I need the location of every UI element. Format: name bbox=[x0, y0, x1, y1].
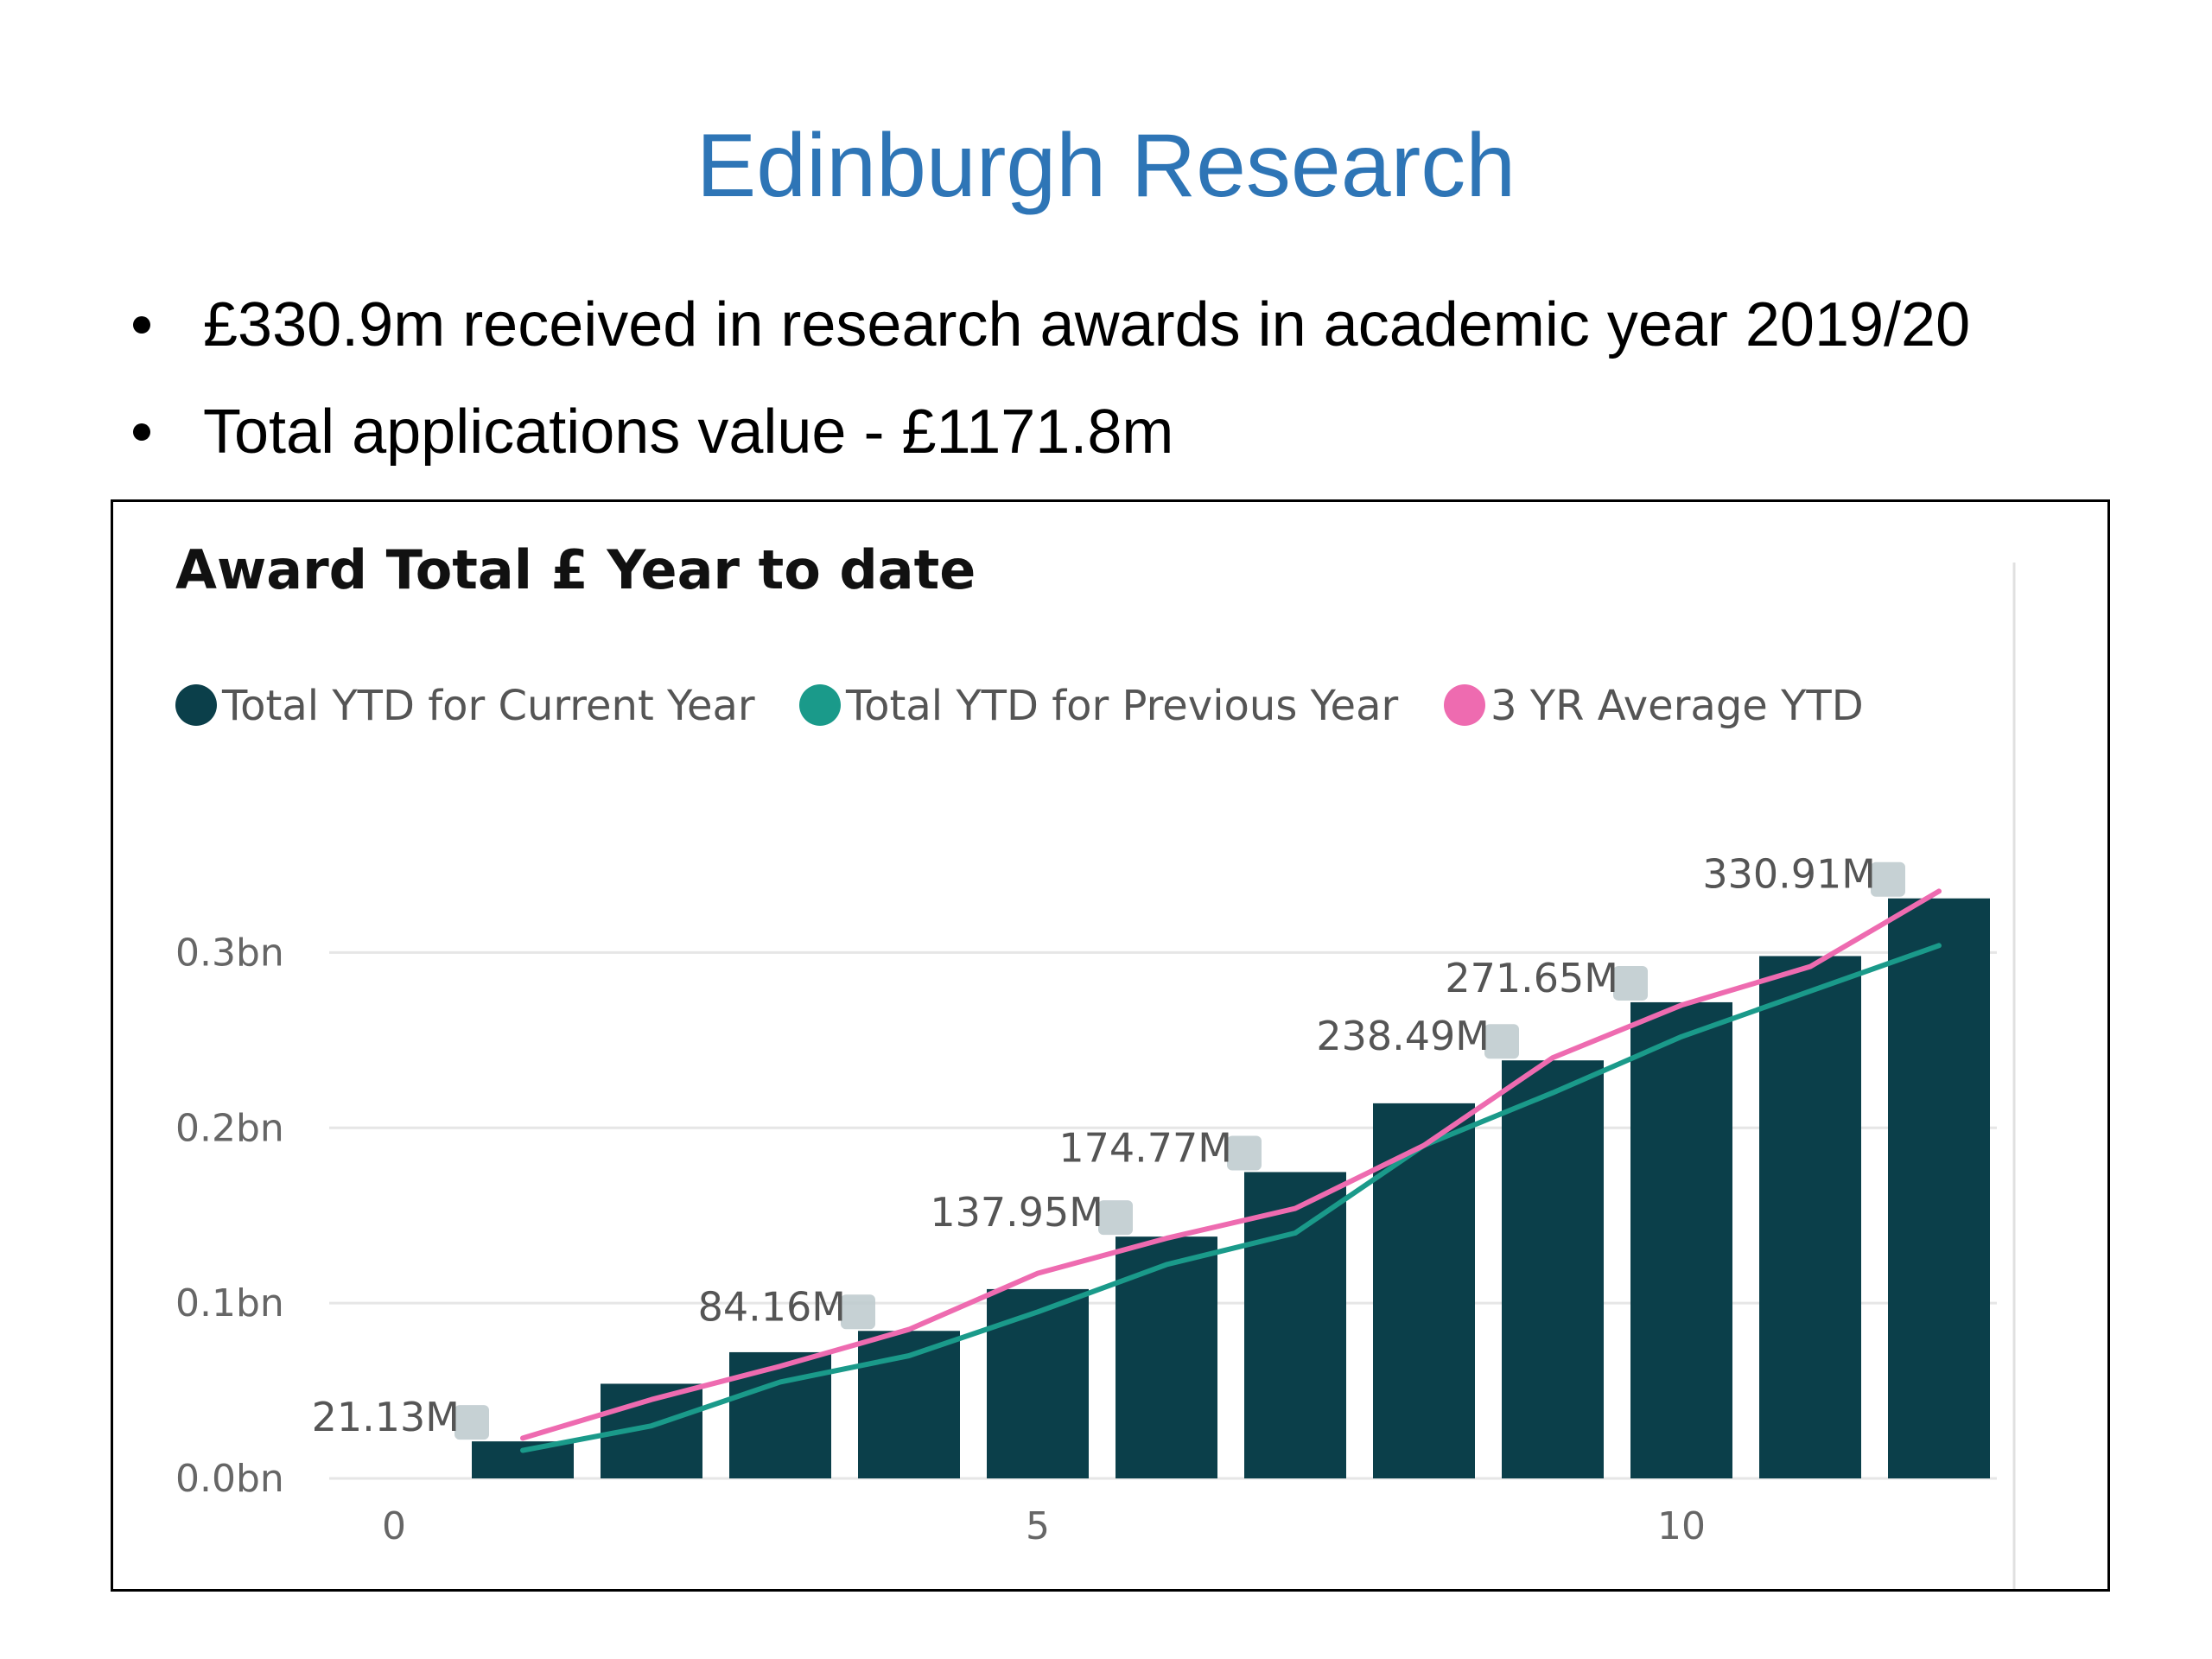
data-label: 84.16M bbox=[698, 1283, 846, 1330]
bullet-text: £330.9m received in research awards in a… bbox=[203, 290, 1971, 359]
data-label-tab bbox=[1484, 1024, 1519, 1059]
bars-current-year bbox=[472, 898, 1990, 1478]
chart-title: Award Total £ Year to date bbox=[175, 538, 976, 601]
legend-marker bbox=[1444, 684, 1485, 726]
line-previous-year bbox=[520, 943, 1942, 1453]
bullet-dot bbox=[133, 316, 150, 334]
data-label: 174.77M bbox=[1058, 1124, 1232, 1171]
slide-title: Edinburgh Research bbox=[696, 116, 1516, 216]
legend-label: Total YTD for Previous Year bbox=[845, 682, 1398, 730]
bar bbox=[1373, 1103, 1475, 1478]
legend: Total YTD for Current Year Total YTD for … bbox=[175, 682, 1864, 730]
x-tick-label: 10 bbox=[1657, 1504, 1706, 1548]
data-label-tab bbox=[841, 1294, 875, 1330]
bullet-text: Total applications value - £1171.8m bbox=[203, 397, 1174, 467]
bar bbox=[729, 1351, 831, 1478]
data-label: 238.49M bbox=[1316, 1013, 1490, 1059]
chart-frame: Award Total £ Year to date Total YTD for… bbox=[111, 499, 2110, 1592]
legend-marker bbox=[799, 684, 841, 726]
data-label: 21.13M bbox=[312, 1394, 460, 1440]
bullet-item: £330.9m received in research awards in a… bbox=[130, 294, 1970, 356]
bar bbox=[1244, 1172, 1346, 1478]
bar bbox=[987, 1288, 1089, 1478]
y-tick-label: 0.3bn bbox=[175, 931, 284, 975]
y-tick-label: 0.1bn bbox=[175, 1281, 284, 1325]
data-label-tab bbox=[1227, 1135, 1262, 1171]
line-3yr-average bbox=[520, 888, 1942, 1441]
y-tick-label: 0.0bn bbox=[175, 1457, 284, 1501]
data-label: 137.95M bbox=[930, 1189, 1103, 1236]
data-label-tab bbox=[1098, 1200, 1133, 1236]
bar bbox=[1630, 1001, 1732, 1478]
data-label-tab bbox=[454, 1405, 489, 1440]
data-label: 271.65M bbox=[1445, 955, 1618, 1001]
bar bbox=[1116, 1236, 1217, 1478]
x-tick-label: 5 bbox=[1026, 1504, 1050, 1548]
bar bbox=[1502, 1060, 1604, 1478]
legend-label: Total YTD for Current Year bbox=[221, 682, 755, 730]
bar bbox=[472, 1441, 574, 1478]
series-lines bbox=[520, 888, 1942, 1453]
y-tick-label: 0.2bn bbox=[175, 1106, 284, 1150]
data-label: 330.91M bbox=[1702, 851, 1876, 898]
legend-marker bbox=[175, 684, 217, 726]
bar bbox=[1888, 898, 1990, 1478]
legend-label: 3 YR Average YTD bbox=[1491, 682, 1864, 730]
bar bbox=[1759, 956, 1861, 1478]
data-labels: 21.13M 84.16M 137.95M 174.77M 238.49M 271.65M… bbox=[312, 851, 1905, 1440]
y-axis-ticks: 0.0bn 0.1bn 0.2bn 0.3bn bbox=[175, 931, 284, 1501]
data-label-tab bbox=[1871, 861, 1905, 897]
chart-svg: Award Total £ Year to date Total YTD for… bbox=[175, 538, 2016, 1589]
bullet-item: Total applications value - £1171.8m bbox=[130, 401, 1970, 463]
x-axis-ticks: 0 5 10 bbox=[382, 1504, 1706, 1548]
bullet-list: £330.9m received in research awards in a… bbox=[130, 294, 1970, 508]
bullet-dot bbox=[133, 423, 150, 441]
data-label-tab bbox=[1613, 965, 1648, 1001]
x-tick-label: 0 bbox=[382, 1504, 406, 1548]
